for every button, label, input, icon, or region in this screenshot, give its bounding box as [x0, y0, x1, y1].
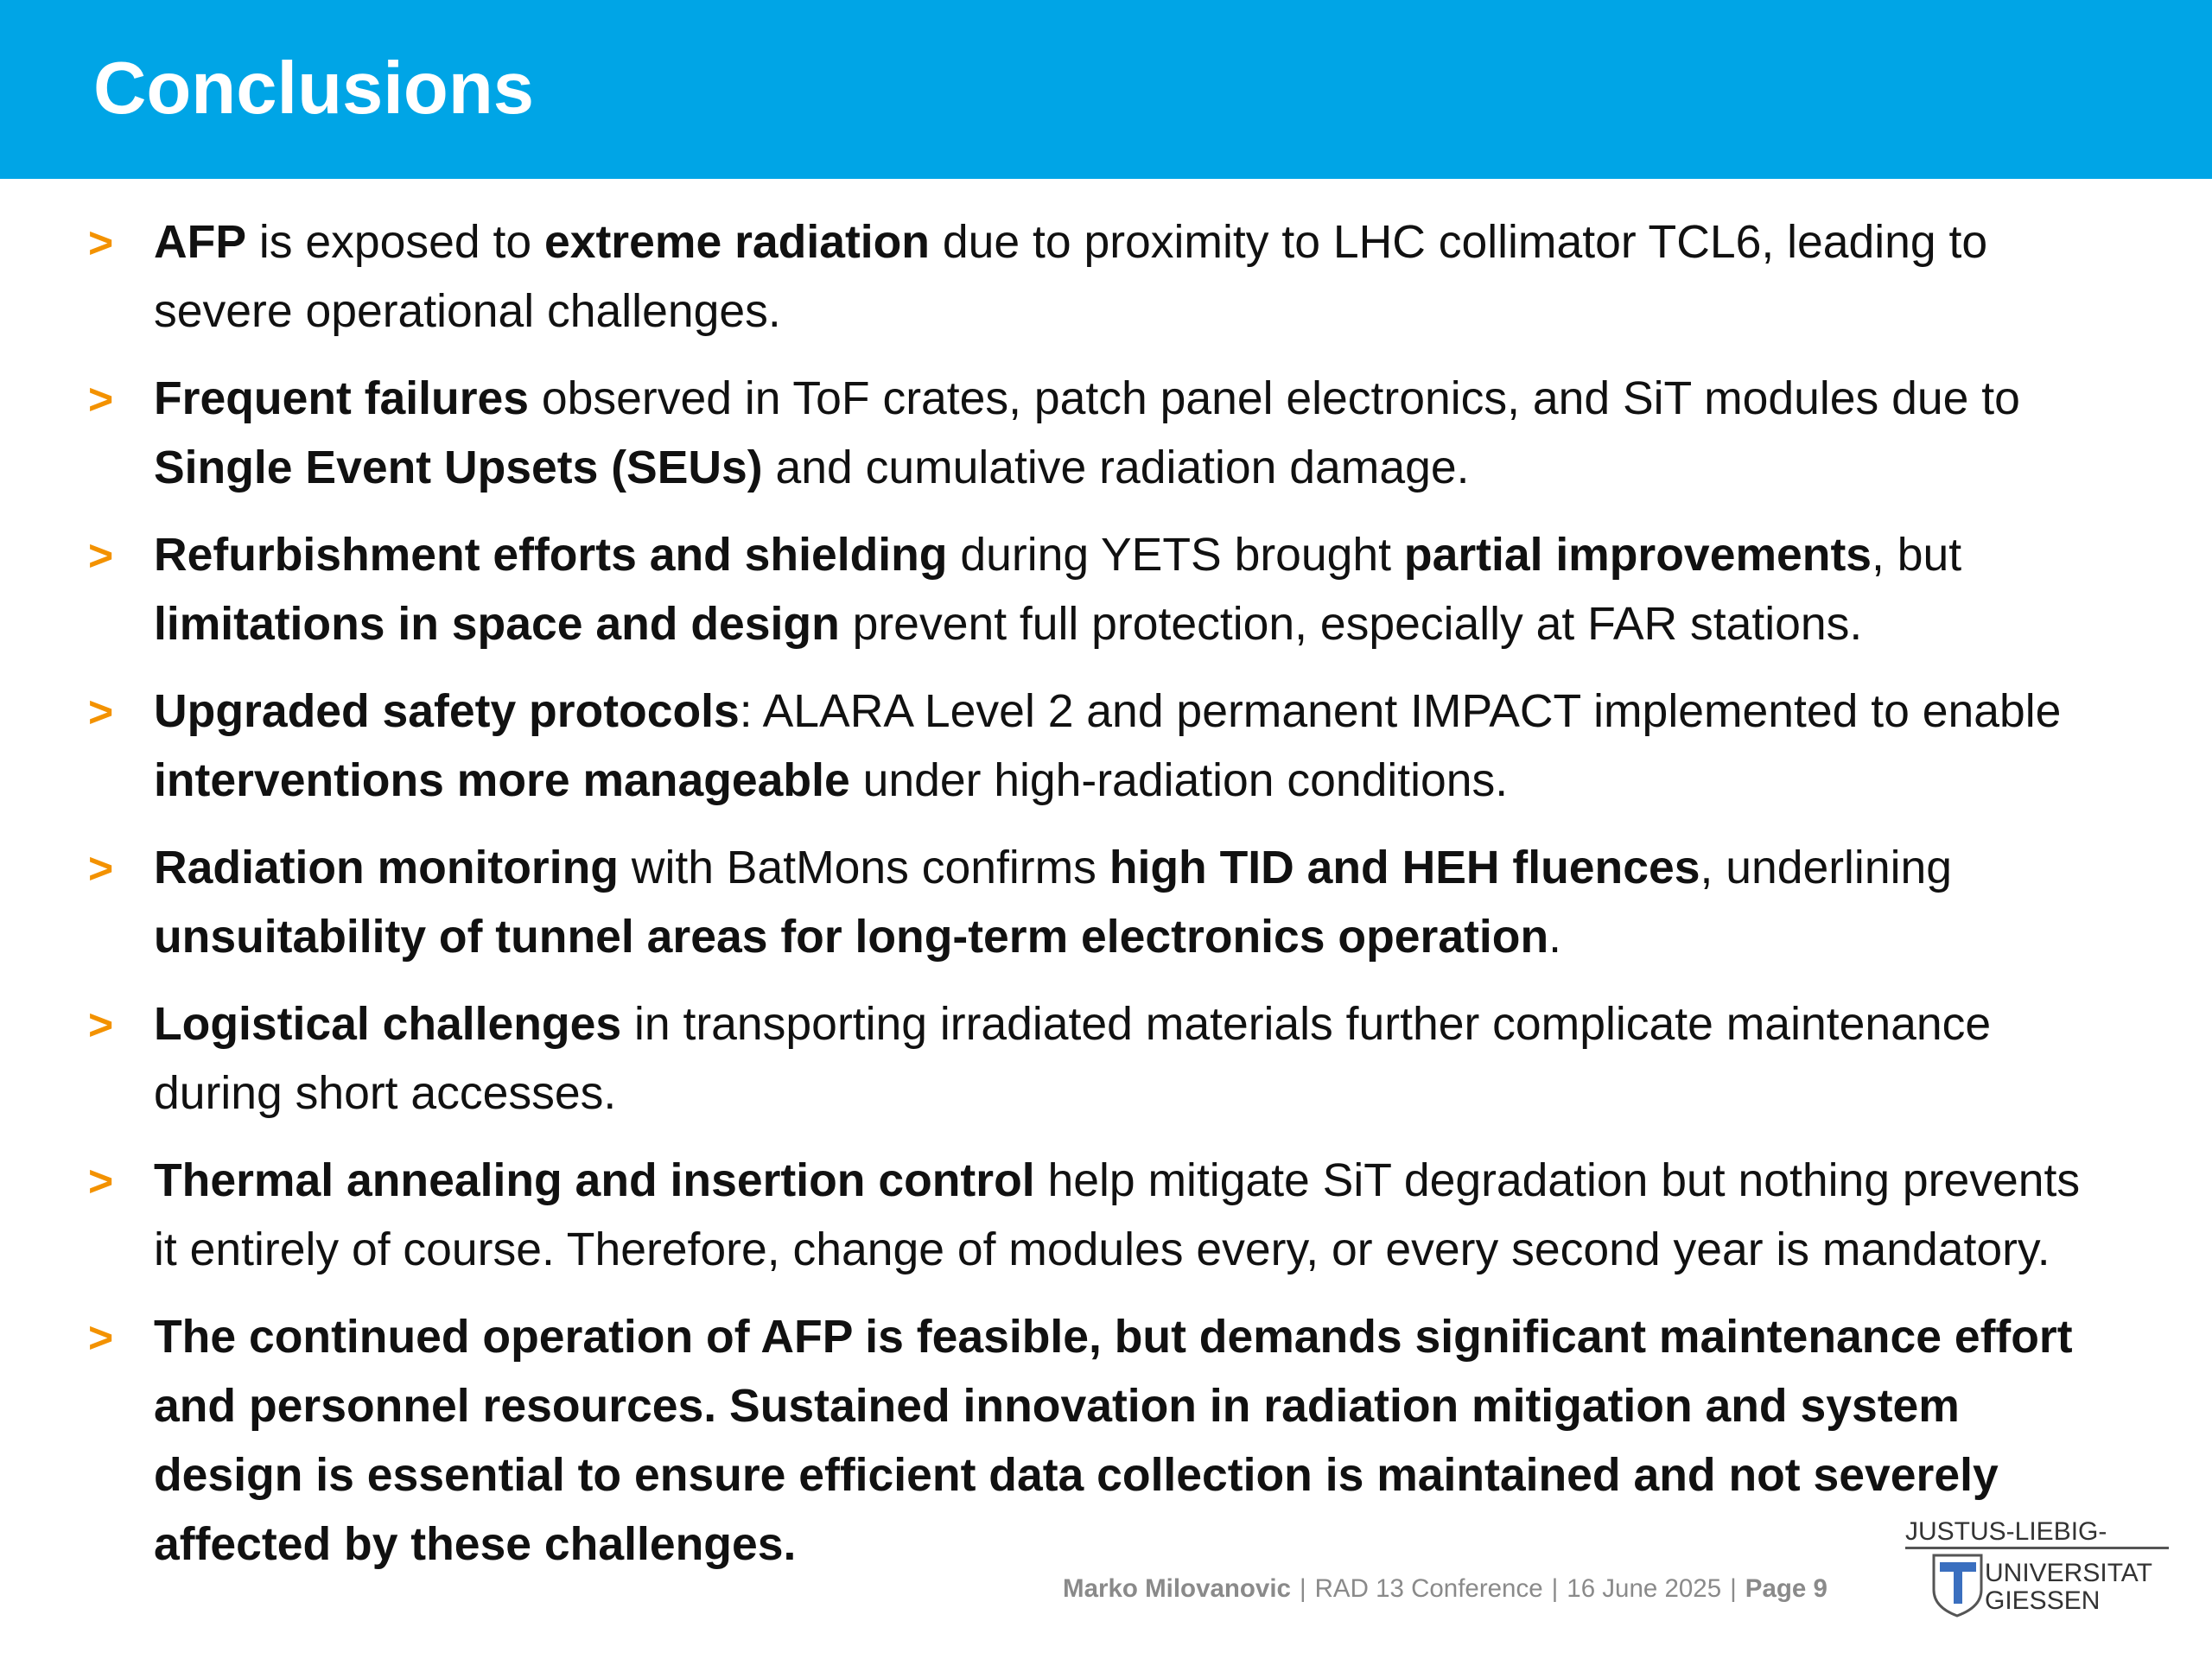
logo-t-icon — [1940, 1562, 1976, 1604]
footer-date: 16 June 2025 — [1567, 1574, 1722, 1603]
title-bar: Conclusions — [0, 0, 2212, 179]
bullet-item: > Thermal annealing and insertion control… — [0, 1147, 2098, 1285]
bullet-text-bold: Upgraded safety protocols — [154, 686, 740, 737]
bullet-text-bold: Single Event Upsets (SEUs) — [154, 442, 763, 493]
university-logo: JUSTUS-LIEBIG- UNIVERSITAT GIESSEN — [1905, 1517, 2169, 1618]
bullet-item: > Radiation monitoring with BatMons confi… — [0, 834, 2098, 972]
slide-title: Conclusions — [93, 48, 535, 130]
bullet-text-bold: Refurbishment efforts and shielding — [154, 530, 948, 581]
bullet-item: > The continued operation of AFP is feasi… — [0, 1303, 2098, 1580]
bullet-text-bold: Logistical challenges — [154, 999, 622, 1050]
bullet-item: > AFP is exposed to extreme radiation due… — [0, 208, 2098, 346]
bullet-list: > AFP is exposed to extreme radiation due… — [0, 208, 2212, 1598]
bullet-text-bold: interventions more manageable — [154, 755, 850, 806]
bullet-chevron-icon: > — [88, 531, 114, 580]
bullet-chevron-icon: > — [88, 1157, 114, 1205]
footer-conference: RAD 13 Conference — [1314, 1574, 1543, 1603]
bullet-text-bold: Thermal annealing and insertion control — [154, 1155, 1035, 1206]
bullet-text-bold: Frequent failures — [154, 373, 530, 424]
bullet-item: > Frequent failures observed in ToF crate… — [0, 365, 2098, 503]
bullet-text: observed in ToF crates, patch panel elec… — [529, 373, 2020, 424]
footer-separator: | — [1299, 1574, 1306, 1603]
bullet-text: during YETS brought — [947, 530, 1404, 581]
bullet-text: under high-radiation conditions. — [849, 755, 1509, 806]
bullet-text: with BatMons confirms — [618, 842, 1109, 893]
bullet-item: > Upgraded safety protocols: ALARA Level … — [0, 677, 2098, 816]
logo-text-line2: UNIVERSITAT — [1985, 1559, 2152, 1587]
footer-page-number: Page 9 — [1745, 1574, 1827, 1603]
bullet-text: help mitigate SiT degradation but nothin… — [154, 1155, 2081, 1275]
bullet-text: prevent full protection, especially at F… — [839, 599, 1863, 650]
bullet-chevron-icon: > — [88, 1313, 114, 1362]
bullet-chevron-icon: > — [88, 375, 114, 423]
footer-author: Marko Milovanovic — [1063, 1574, 1291, 1603]
bullet-text: , underlining — [1700, 842, 1952, 893]
logo-rule — [1905, 1547, 2169, 1549]
bullet-text-bold: The continued operation of AFP is feasib… — [154, 1312, 2073, 1570]
bullet-text-bold: Radiation monitoring — [154, 842, 619, 893]
bullet-text: , but — [1872, 530, 1962, 581]
bullet-item: > Logistical challenges in transporting i… — [0, 990, 2098, 1128]
bullet-chevron-icon: > — [88, 1001, 114, 1049]
bullet-text: : ALARA Level 2 and permanent IMPACT imp… — [739, 686, 2062, 737]
bullet-text: is exposed to — [246, 217, 544, 268]
bullet-text-bold: AFP — [154, 217, 246, 268]
bullet-text-bold: high TID and HEH fluences — [1109, 842, 1700, 893]
bullet-text-bold: unsuitability of tunnel areas for long-t… — [154, 912, 1549, 963]
logo-text-line1: JUSTUS-LIEBIG- — [1905, 1517, 2107, 1546]
bullet-text-bold: partial improvements — [1403, 530, 1872, 581]
bullet-text: and cumulative radiation damage. — [762, 442, 1470, 493]
bullet-item: > Refurbishment efforts and shielding dur… — [0, 521, 2098, 659]
bullet-chevron-icon: > — [88, 844, 114, 893]
bullet-text-bold: extreme radiation — [543, 217, 930, 268]
bullet-text: in transporting irradiated materials fur… — [154, 999, 1992, 1119]
logo-text-line3: GIESSEN — [1985, 1586, 2100, 1615]
bullet-text: . — [1548, 912, 1562, 963]
bullet-chevron-icon: > — [88, 688, 114, 736]
bullet-chevron-icon: > — [88, 219, 114, 267]
bullet-text: due to proximity to LHC collimator TCL6,… — [154, 217, 1988, 337]
footer-separator: | — [1551, 1574, 1559, 1603]
footer: Marko Milovanovic | RAD 13 Conference | 16 J… — [1063, 1574, 1827, 1604]
bullet-text-bold: limitations in space and design — [154, 599, 840, 650]
footer-separator: | — [1730, 1574, 1737, 1603]
